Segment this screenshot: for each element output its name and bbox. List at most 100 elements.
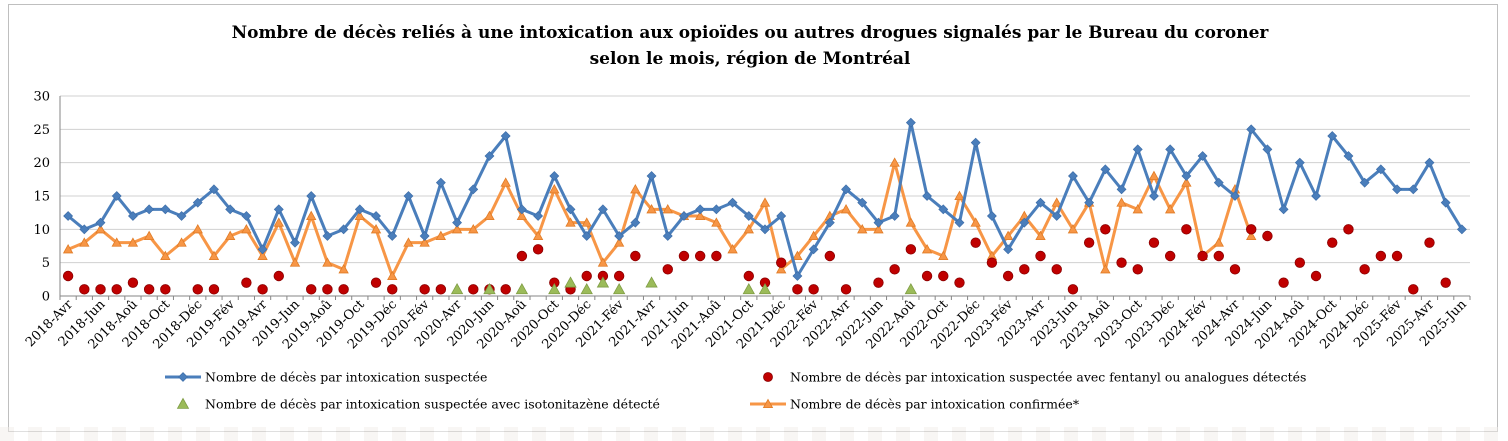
confirmed-point	[1100, 264, 1111, 274]
confirmed-point	[500, 177, 511, 187]
confirmed-point	[711, 217, 722, 227]
suspected-point	[160, 204, 171, 215]
fentanyl-point	[662, 264, 673, 275]
confirmed-point	[127, 237, 139, 247]
suspected-point	[306, 191, 317, 201]
suspected-point	[1359, 177, 1370, 188]
confirmed-point	[289, 257, 301, 267]
confirmed-point	[694, 210, 706, 221]
suspected-point	[1311, 191, 1321, 201]
suspected-point	[1392, 184, 1402, 195]
fentanyl-point	[435, 284, 447, 295]
suspected-point	[630, 217, 641, 228]
fentanyl-point	[905, 244, 917, 255]
suspected-point	[79, 224, 90, 235]
suspected-point	[938, 204, 949, 215]
confirmed-point	[403, 237, 414, 247]
isotonitazene-point	[742, 283, 755, 295]
confirmed-point	[1035, 230, 1046, 241]
suspected-point	[500, 131, 511, 141]
fentanyl-point	[808, 284, 819, 295]
suspected-point	[257, 244, 268, 255]
fentanyl-point	[1440, 277, 1451, 288]
fentanyl-point	[1067, 284, 1079, 295]
fentanyl-point	[1229, 264, 1241, 275]
suspected-point	[1456, 224, 1467, 235]
fentanyl-point	[1408, 284, 1419, 295]
suspected-point	[1100, 164, 1111, 175]
suspected-point	[1213, 177, 1224, 188]
suspected-point	[1343, 151, 1354, 161]
confirmed-point	[808, 230, 819, 241]
fentanyl-point	[1375, 250, 1387, 262]
legend-marker-suspected	[178, 372, 188, 382]
fentanyl-point	[1327, 237, 1338, 248]
fentanyl-point	[970, 237, 981, 248]
legend-marker-fentanyl	[763, 372, 773, 382]
confirmed-point	[451, 224, 463, 234]
fentanyl-point	[1051, 264, 1062, 275]
suspected-point	[144, 204, 155, 215]
suspected-point	[1294, 157, 1305, 168]
suspected-point	[1035, 197, 1046, 208]
suspected-point	[484, 151, 495, 161]
legend-label: Nombre de décès par intoxication confirm…	[790, 397, 1080, 412]
confirmed-point	[322, 257, 333, 267]
fentanyl-point	[824, 250, 836, 262]
suspected-point	[1165, 144, 1176, 155]
fentanyl-point	[1148, 237, 1160, 248]
suspected-point	[760, 224, 770, 235]
fentanyl-point	[630, 250, 641, 262]
fentanyl-point	[1197, 250, 1208, 262]
suspected-point	[387, 231, 398, 241]
confirmed-point	[306, 210, 317, 221]
suspected-point	[581, 231, 592, 241]
confirmed-point	[1067, 224, 1079, 234]
confirmed-point	[792, 250, 803, 261]
suspected-point	[905, 117, 916, 128]
confirmed-point	[160, 250, 171, 261]
fentanyl-point	[1343, 224, 1354, 235]
confirmed-point	[630, 184, 641, 194]
fentanyl-point	[792, 284, 803, 295]
confirmed-point	[143, 230, 155, 241]
fentanyl-point	[1246, 224, 1257, 235]
suspected-point	[225, 204, 236, 215]
confirmed-point	[1164, 204, 1176, 214]
y-tick-label: 10	[33, 223, 50, 238]
fentanyl-point	[257, 284, 268, 295]
fentanyl-point	[1132, 264, 1143, 275]
confirmed-point	[840, 204, 852, 214]
confirmed-point	[857, 224, 868, 234]
suspected-point	[824, 217, 835, 228]
suspected-point	[776, 211, 787, 221]
suspected-point	[403, 191, 414, 201]
confirmed-point	[241, 224, 252, 234]
fentanyl-point	[241, 277, 252, 288]
isotonitazene-point	[596, 276, 610, 288]
fentanyl-point	[111, 284, 122, 295]
confirmed-point	[111, 237, 122, 247]
fentanyl-point	[468, 284, 479, 295]
isotonitazene-point	[645, 276, 658, 288]
suspected-point	[209, 184, 219, 195]
suspected-point	[1327, 131, 1338, 141]
confirmed-point	[79, 237, 90, 247]
legend-label: Nombre de décès par intoxication suspect…	[790, 370, 1306, 385]
suspected-point	[192, 197, 203, 208]
suspected-point	[63, 211, 74, 221]
fentanyl-point	[1391, 250, 1403, 262]
fentanyl-point	[387, 284, 398, 295]
fentanyl-point	[1100, 224, 1111, 235]
legend-label: Nombre de décès par intoxication suspect…	[205, 397, 660, 412]
suspected-point	[727, 197, 738, 208]
fentanyl-point	[1424, 237, 1435, 248]
confirmed-point	[776, 264, 787, 274]
confirmed-point	[954, 190, 965, 201]
fentanyl-point	[743, 270, 754, 282]
fentanyl-point	[322, 284, 333, 295]
confirmed-point	[468, 224, 479, 234]
suspected-point	[290, 237, 300, 248]
fentanyl-point	[1278, 277, 1289, 288]
